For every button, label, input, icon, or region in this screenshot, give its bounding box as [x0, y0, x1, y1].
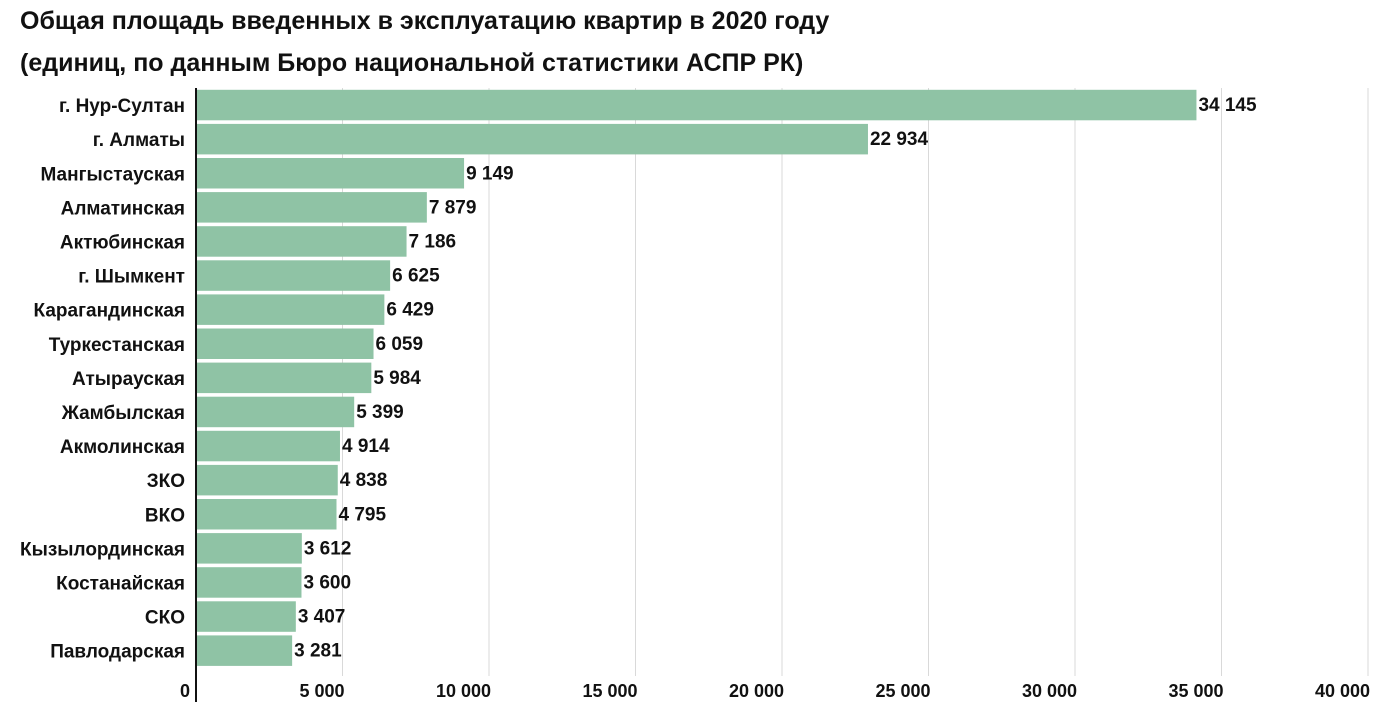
bars — [196, 89, 1197, 666]
category-label: Актюбинская — [60, 232, 185, 253]
value-label: 9 149 — [466, 163, 514, 184]
bar — [196, 226, 407, 257]
x-tick-label: 35 000 — [1168, 681, 1223, 701]
bar — [196, 430, 340, 462]
x-axis-tick-labels: 0 5 000 10 000 15 000 20 000 25 000 30 000 35 0… — [180, 681, 1370, 701]
value-label: 6 625 — [392, 266, 440, 287]
x-tick-label: 20 000 — [729, 681, 784, 701]
value-label: 3 281 — [294, 641, 342, 662]
category-label: Мангыстауская — [40, 164, 185, 185]
bar — [196, 158, 465, 189]
value-label: 7 186 — [409, 231, 457, 252]
value-label: 7 879 — [429, 197, 477, 218]
bar — [196, 328, 374, 359]
x-tick-label: 10 000 — [436, 681, 491, 701]
bar — [196, 635, 293, 666]
category-label: Атырауская — [72, 369, 185, 390]
category-label: Жамбылская — [61, 403, 185, 424]
bar — [196, 123, 868, 155]
category-label: ВКО — [145, 505, 185, 526]
x-tick-label: 5 000 — [299, 681, 344, 701]
category-label: Алматинская — [61, 198, 185, 219]
bar — [196, 464, 338, 496]
category-label: Туркестанская — [49, 335, 185, 356]
bar — [196, 294, 385, 325]
value-label: 3 600 — [303, 572, 351, 593]
value-label: 5 984 — [373, 368, 421, 389]
value-label: 4 914 — [342, 436, 390, 457]
x-tick-label: 25 000 — [875, 681, 930, 701]
value-label: 5 399 — [356, 402, 404, 423]
bar — [196, 89, 1197, 121]
category-label: г. Алматы — [93, 130, 185, 151]
value-label: 6 059 — [376, 334, 424, 355]
chart-title: Общая площадь введенных в эксплуатацию к… — [20, 7, 830, 35]
bar — [196, 260, 391, 291]
value-label: 22 934 — [870, 129, 929, 150]
x-tick-label: 40 000 — [1315, 681, 1370, 701]
gridlines — [342, 88, 1369, 676]
category-labels: г. Нур-Султан г. Алматы Мангыстауская Алмат… — [20, 96, 185, 663]
value-labels: 34 145 22 934 9 149 7 879 7 186 6 625 6 429 6 0… — [294, 95, 1257, 662]
value-label: 4 795 — [338, 504, 386, 525]
chart-subtitle: (единиц, по данным Бюро национальной ста… — [20, 49, 804, 77]
x-tick-label: 30 000 — [1022, 681, 1077, 701]
value-label: 34 145 — [1198, 95, 1257, 116]
x-tick-label: 0 — [180, 681, 190, 701]
bar — [196, 567, 302, 598]
value-label: 6 429 — [386, 300, 434, 321]
value-label: 4 838 — [340, 470, 388, 491]
bar — [196, 499, 337, 530]
category-label: г. Нур-Султан — [59, 96, 185, 117]
bar — [196, 396, 355, 428]
category-label: СКО — [145, 608, 185, 629]
category-label: Павлодарская — [50, 642, 185, 663]
bar — [196, 601, 296, 632]
category-label: Акмолинская — [60, 437, 185, 458]
category-label: г. Шымкент — [78, 267, 185, 288]
bar — [196, 192, 427, 223]
bar — [196, 533, 302, 564]
category-label: Кызылординская — [20, 539, 185, 560]
category-label: Костанайская — [56, 573, 185, 594]
value-label: 3 612 — [304, 538, 352, 559]
x-tick-label: 15 000 — [582, 681, 637, 701]
value-label: 3 407 — [298, 607, 346, 628]
bar — [196, 362, 372, 394]
category-label: Карагандинская — [34, 301, 185, 322]
category-label: ЗКО — [147, 471, 185, 492]
